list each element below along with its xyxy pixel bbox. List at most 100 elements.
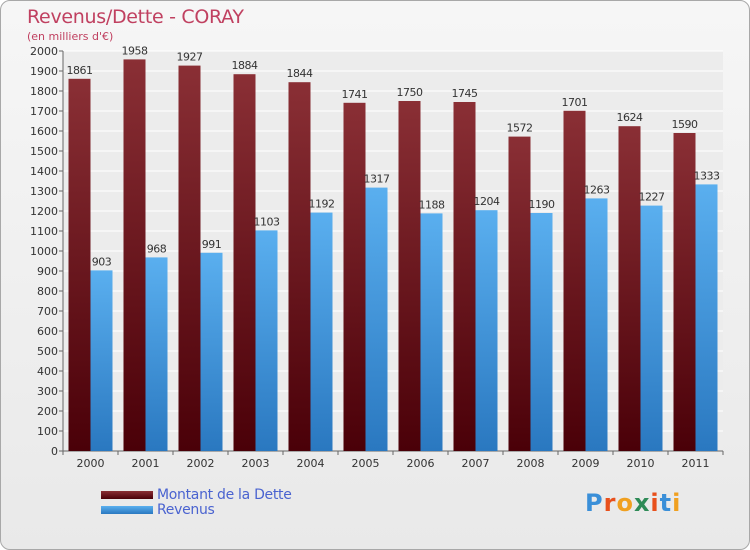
data-label: 1701 [562, 96, 588, 109]
logo-letter: P [585, 489, 604, 517]
y-tick-label: 2000 [30, 45, 58, 58]
data-label: 1741 [342, 88, 368, 101]
data-label: 1884 [232, 59, 258, 72]
bar-revenus [695, 184, 718, 451]
x-tick-label: 2000 [77, 457, 105, 470]
bar-revenus [475, 210, 498, 451]
data-label: 1263 [584, 183, 610, 196]
data-label: 1190 [529, 198, 555, 211]
y-tick-label: 1400 [30, 165, 58, 178]
data-label: 1192 [309, 198, 335, 211]
bar-revenus [585, 198, 608, 451]
bar-revenus [90, 270, 113, 451]
legend-swatch-dette [101, 490, 153, 499]
legend-label-dette: Montant de la Dette [157, 486, 292, 503]
logo-letter: i [650, 489, 660, 517]
y-tick-label: 1200 [30, 205, 58, 218]
y-tick-label: 1700 [30, 105, 58, 118]
bar-dette [343, 102, 366, 452]
y-tick-label: 600 [37, 325, 58, 338]
x-tick-label: 2007 [462, 457, 490, 470]
data-label: 1745 [452, 87, 478, 100]
y-tick-label: 1600 [30, 125, 58, 138]
data-label: 1188 [419, 198, 445, 211]
data-label: 1927 [177, 51, 203, 64]
chart-title: Revenus/Dette - CORAY [27, 6, 244, 28]
data-label: 1958 [122, 44, 148, 57]
bar-dette [123, 59, 146, 452]
x-tick-label: 2006 [407, 457, 435, 470]
chart-subtitle: (en milliers d'€) [27, 30, 114, 43]
data-label: 1624 [617, 111, 643, 124]
y-tick-label: 1000 [30, 245, 58, 258]
logo-letter: o [616, 489, 634, 517]
bar-revenus [145, 257, 168, 451]
y-tick-label: 1900 [30, 65, 58, 78]
y-tick-label: 1100 [30, 225, 58, 238]
bar-dette [68, 78, 91, 452]
bar-revenus [530, 213, 553, 451]
data-label: 1103 [254, 215, 280, 228]
legend-label-revenus: Revenus [157, 501, 215, 518]
bar-dette [673, 133, 696, 451]
legend: Montant de la Dette Revenus [101, 486, 292, 518]
data-label: 1590 [672, 118, 698, 131]
data-label: 1861 [67, 64, 93, 77]
x-tick-label: 2004 [297, 457, 325, 470]
y-tick-label: 100 [37, 425, 58, 438]
x-tick-label: 2002 [187, 457, 215, 470]
y-tick-label: 1300 [30, 185, 58, 198]
y-tick-label: 900 [37, 265, 58, 278]
logo-letter: x [633, 489, 651, 517]
x-tick-label: 2008 [517, 457, 545, 470]
y-tick-label: 500 [37, 345, 58, 358]
y-tick-label: 1500 [30, 145, 58, 158]
data-label: 991 [202, 238, 222, 251]
data-label: 1750 [397, 86, 423, 99]
logo-letter: i [672, 489, 682, 517]
legend-item-revenus: Revenus [101, 501, 292, 518]
data-label: 1844 [287, 67, 313, 80]
bar-revenus [255, 230, 278, 451]
data-label: 903 [92, 255, 112, 268]
data-label: 1227 [639, 191, 665, 204]
bar-dette [288, 82, 311, 451]
legend-swatch-revenus [101, 505, 153, 514]
y-tick-label: 400 [37, 365, 58, 378]
bar-dette [618, 126, 641, 451]
y-tick-label: 300 [37, 385, 58, 398]
bar-revenus [310, 212, 333, 451]
legend-item-dette: Montant de la Dette [101, 486, 292, 503]
data-label: 968 [147, 242, 167, 255]
bar-dette [453, 102, 476, 451]
y-tick-label: 1800 [30, 85, 58, 98]
data-label: 1333 [694, 169, 720, 182]
bar-dette [508, 136, 531, 451]
bar-revenus [640, 205, 663, 451]
bar-revenus [365, 187, 388, 451]
y-tick-label: 800 [37, 285, 58, 298]
data-label: 1572 [507, 122, 533, 135]
y-tick-label: 200 [37, 405, 58, 418]
x-tick-label: 2005 [352, 457, 380, 470]
data-label: 1204 [474, 195, 500, 208]
bar-dette [178, 65, 201, 451]
bar-revenus [200, 252, 223, 451]
data-label: 1317 [364, 173, 390, 186]
logo-letter: t [659, 489, 673, 517]
plot-area: 0 100 200 300 400 500 600 700 800 900 1000 1100 1200… [30, 44, 724, 470]
logo-letter: r [603, 489, 617, 517]
bar-dette [233, 74, 256, 451]
proxiti-logo: Proxiti [585, 489, 681, 517]
bar-dette [563, 110, 586, 452]
x-tick-label: 2009 [572, 457, 600, 470]
x-tick-label: 2010 [627, 457, 655, 470]
bar-revenus [420, 213, 443, 451]
bar-dette [398, 101, 421, 451]
x-tick-label: 2011 [682, 457, 710, 470]
y-tick-label: 0 [51, 445, 58, 458]
x-tick-label: 2001 [132, 457, 160, 470]
x-tick-label: 2003 [242, 457, 270, 470]
